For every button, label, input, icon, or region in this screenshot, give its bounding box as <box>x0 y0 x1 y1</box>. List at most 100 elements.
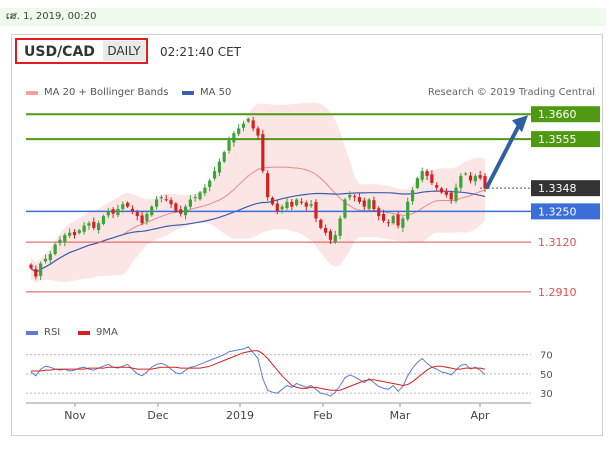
candle <box>319 218 323 230</box>
candle-body <box>396 214 400 226</box>
candle-body <box>420 171 424 180</box>
candle <box>454 183 458 204</box>
candle-body <box>246 118 250 122</box>
candle <box>251 116 255 132</box>
candle-body <box>174 203 178 212</box>
candle <box>101 214 106 226</box>
candle-body <box>415 178 419 188</box>
candle-body <box>328 231 333 240</box>
ma50-swatch-icon <box>182 90 194 95</box>
level-label-1.3660: 1.3660 <box>538 108 577 121</box>
candle <box>164 195 168 202</box>
candle-body <box>439 188 444 193</box>
candle-body <box>188 199 192 207</box>
candle <box>237 124 241 137</box>
candle <box>179 205 183 217</box>
candle <box>338 215 342 240</box>
candle-body <box>430 174 434 183</box>
candle <box>328 229 333 245</box>
chart-frame <box>11 34 603 436</box>
candle <box>106 207 110 219</box>
candle-body <box>275 203 279 212</box>
legend-bollinger-label: MA 20 + Bollinger Bands <box>44 87 169 98</box>
candle-body <box>164 199 168 201</box>
candle <box>43 254 48 264</box>
level-label-box-1.3348 <box>531 180 600 197</box>
candle-body <box>401 218 405 228</box>
candle-body <box>227 140 231 151</box>
candle <box>48 251 52 264</box>
candle-body <box>386 222 391 224</box>
candle <box>193 194 197 202</box>
candle <box>261 129 265 174</box>
candle-body <box>454 187 458 201</box>
candle-body <box>348 194 352 198</box>
x-tick-label-2019: 2019 <box>226 409 254 422</box>
candle-body <box>183 206 188 216</box>
candle-body <box>290 201 294 207</box>
candle-body <box>319 219 323 228</box>
ma50-line <box>30 190 486 274</box>
candle <box>280 204 284 214</box>
candle-body <box>116 209 120 216</box>
candle <box>309 199 313 209</box>
candle <box>72 229 77 239</box>
time-label: 02:21:40 CET <box>160 45 241 59</box>
candle <box>348 191 352 201</box>
candle-body <box>101 216 106 224</box>
projection-arrow-shaft <box>485 123 521 190</box>
candle <box>372 196 376 212</box>
candle <box>159 195 164 203</box>
candle-body <box>270 197 275 205</box>
candle-body <box>63 235 67 242</box>
candle <box>222 150 226 164</box>
candle-body <box>145 213 149 222</box>
candle <box>77 228 81 235</box>
candle-body <box>140 215 144 224</box>
x-tick-label-Feb: Feb <box>313 409 332 422</box>
candle-body <box>352 196 357 198</box>
legend-9ma: 9MA <box>78 327 118 338</box>
candle-body <box>464 173 468 175</box>
legend-ma50-label: MA 50 <box>200 87 232 98</box>
level-label-box-1.3555 <box>531 131 600 148</box>
candle <box>304 200 308 211</box>
candle <box>150 205 154 217</box>
period-badge[interactable]: DAILY <box>103 41 145 61</box>
candle <box>362 197 366 211</box>
candle <box>208 178 212 192</box>
candle-body <box>39 263 43 276</box>
candle-body <box>237 128 241 134</box>
legend-rsi-label: RSI <box>44 327 61 338</box>
level-label-1.3348: 1.3348 <box>538 182 577 195</box>
candle <box>275 199 279 215</box>
symbol-title: USD/CAD <box>24 44 95 60</box>
candle-body <box>217 161 221 173</box>
candle-body <box>48 254 52 261</box>
research-credit: Research © 2019 Trading Central <box>427 87 595 98</box>
candle-body <box>232 133 236 143</box>
candle-body <box>357 197 362 202</box>
candle <box>449 190 453 204</box>
candle <box>401 216 405 232</box>
level-label-1.3250: 1.3250 <box>538 205 577 218</box>
candle <box>396 211 400 229</box>
candle-body <box>425 171 429 176</box>
candle <box>459 172 463 192</box>
candle <box>343 198 347 220</box>
candle-body <box>53 244 57 255</box>
candle-body <box>280 206 284 210</box>
candle-body <box>179 209 183 214</box>
x-tick-label-Mar: Mar <box>390 409 411 422</box>
candle-body <box>324 227 328 233</box>
candle-body <box>87 223 91 226</box>
candle-body <box>468 175 473 181</box>
candle <box>63 232 67 247</box>
candle-body <box>261 134 265 172</box>
candle <box>217 158 221 177</box>
candle-body <box>77 230 81 233</box>
candle <box>198 190 202 201</box>
candle-body <box>121 204 125 209</box>
candle-body <box>135 212 139 217</box>
level-label-box-1.3250 <box>531 203 600 220</box>
